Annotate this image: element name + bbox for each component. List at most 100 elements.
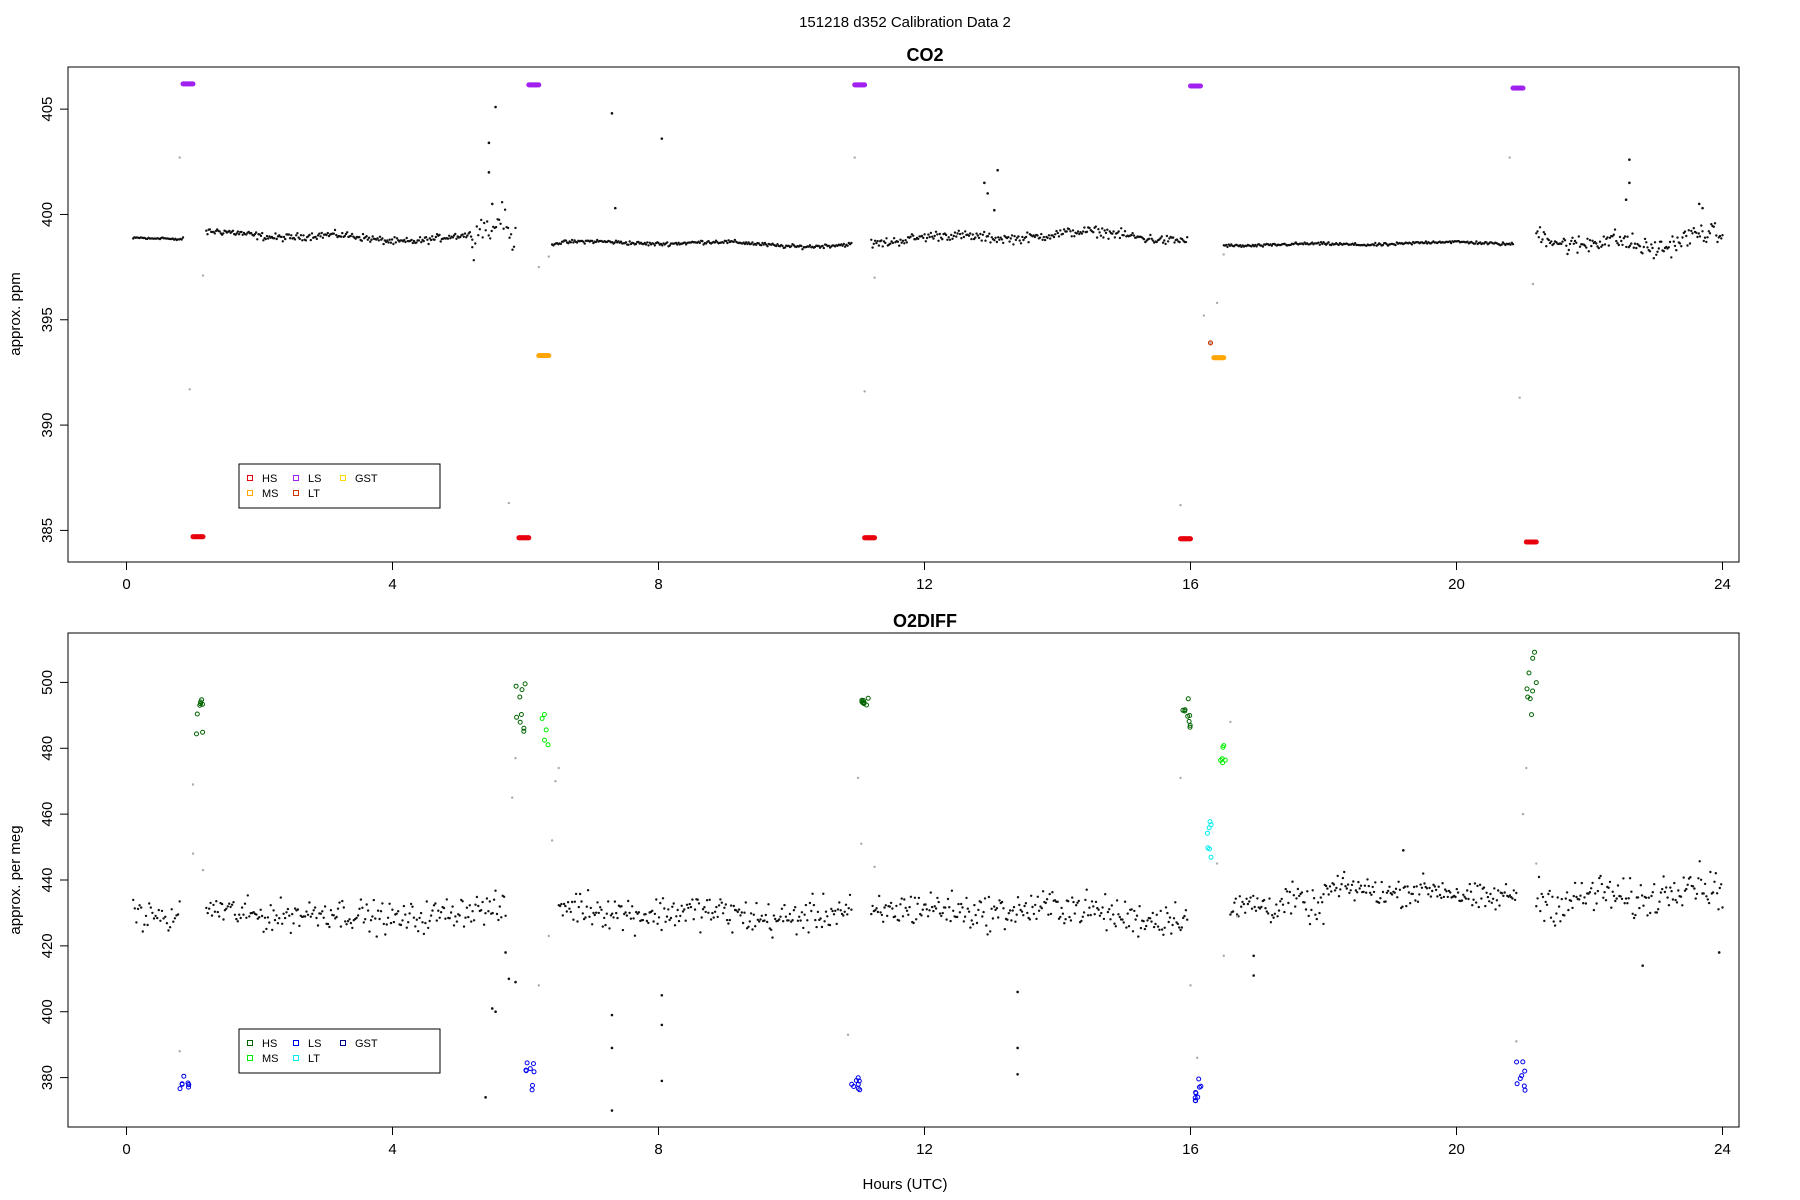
co2-data-points xyxy=(132,81,1724,545)
o2diff-ambient-point xyxy=(1018,903,1021,907)
o2diff-ambient-point xyxy=(135,921,138,924)
o2diff-ambient-point xyxy=(1663,890,1667,894)
o2diff-ambient-point xyxy=(1482,886,1486,889)
o2diff-ambient-point xyxy=(659,901,662,905)
o2diff-ambient-point xyxy=(1348,891,1351,895)
o2diff-ambient-point xyxy=(969,926,972,929)
co2-ambient-point xyxy=(755,243,758,246)
o2diff-ambient-point xyxy=(366,909,370,912)
co2-ambient-point xyxy=(1680,245,1683,248)
o2diff-ambient-point xyxy=(1284,887,1287,891)
o2diff-ambient-point xyxy=(1603,891,1606,894)
o2diff-ambient-point xyxy=(647,921,650,925)
co2-ambient-point xyxy=(1657,247,1661,250)
o2diff-transition-point xyxy=(1195,1056,1199,1060)
o2diff-ambient-point xyxy=(664,920,667,923)
o2diff-ambient-point xyxy=(1250,907,1254,910)
co2-ambient-point xyxy=(572,241,575,244)
o2diff-calibration-ls-point xyxy=(185,1080,191,1086)
o2diff-ambient-point xyxy=(635,910,638,914)
co2-ambient-point xyxy=(1596,245,1599,248)
o2diff-ambient-point xyxy=(871,904,874,908)
o2diff-ambient-point xyxy=(967,910,971,913)
o2diff-ambient-point xyxy=(685,903,689,906)
o2diff-ambient-point xyxy=(1281,903,1285,906)
co2-ambient-point xyxy=(986,235,990,238)
co2-ambient-point xyxy=(971,233,974,236)
co2-ambient-point xyxy=(429,238,433,242)
co2-ambient-point xyxy=(218,230,221,233)
o2diff-transition-point xyxy=(1235,915,1239,918)
co2-ambient-point xyxy=(1560,242,1563,246)
co2-ambient-point xyxy=(514,226,517,230)
o2diff-ambient-point xyxy=(751,928,754,931)
co2-ambient-point xyxy=(1701,230,1704,233)
co2-ambient-point xyxy=(1703,236,1707,239)
co2-ambient-point xyxy=(1590,244,1593,248)
co2-ambient-point xyxy=(180,238,183,241)
o2diff-ambient-point xyxy=(1627,897,1630,900)
o2diff-ambient-point xyxy=(1539,909,1542,913)
o2diff-ambient-point xyxy=(899,903,902,906)
o2diff-ambient-point xyxy=(1416,900,1420,903)
o2diff-ambient-point xyxy=(834,909,837,912)
o2diff-ambient-point xyxy=(1298,894,1301,898)
co2-ambient-point xyxy=(341,231,344,235)
o2diff-ambient-point xyxy=(660,928,663,932)
co2-ambient-point xyxy=(1575,241,1578,244)
co2-ambient-point xyxy=(284,237,287,241)
co2-ambient-point xyxy=(1715,234,1718,237)
o2diff-ambient-point xyxy=(1075,904,1078,907)
o2diff-ambient-point xyxy=(491,911,494,915)
co2-ambient-point xyxy=(760,244,763,247)
co2-ambient-point xyxy=(995,240,999,244)
o2diff-ambient-point xyxy=(1248,900,1251,903)
o2diff-ambient-point xyxy=(275,914,278,917)
o2diff-ambient-point xyxy=(381,902,384,905)
co2-ambient-point xyxy=(904,239,907,242)
co2-ambient-point xyxy=(724,239,728,243)
o2diff-ambient-point xyxy=(679,914,682,918)
o2diff-ambient-point xyxy=(323,905,327,908)
o2diff-ambient-point xyxy=(909,895,913,898)
co2-ambient-point xyxy=(502,227,505,230)
o2diff-ambient-point xyxy=(1705,895,1708,898)
co2-ambient-point xyxy=(1317,241,1320,244)
o2diff-ambient-point xyxy=(313,906,317,909)
co2-x-tick-label: 8 xyxy=(654,576,662,593)
o2diff-ambient-point xyxy=(1488,900,1491,903)
o2diff-ambient-point xyxy=(965,896,968,900)
co2-ambient-point xyxy=(349,234,352,238)
co2-ambient-point xyxy=(361,232,365,236)
o2diff-ambient-point xyxy=(1295,897,1298,900)
o2diff-ambient-point xyxy=(1326,887,1329,890)
co2-ambient-point xyxy=(1166,240,1170,243)
co2-transition-point xyxy=(547,255,550,258)
o2diff-ambient-point xyxy=(1411,892,1415,896)
co2-ambient-point xyxy=(1040,232,1043,236)
co2-ambient-point xyxy=(1255,245,1258,248)
o2diff-ambient-point xyxy=(1090,900,1094,903)
o2diff-ambient-point xyxy=(338,901,341,904)
co2-ambient-point xyxy=(1675,249,1678,252)
co2-ambient-point xyxy=(762,243,765,246)
o2diff-ambient-point xyxy=(235,917,238,921)
o2diff-ambient-point xyxy=(1242,902,1246,906)
o2diff-ambient-point xyxy=(1098,914,1102,917)
co2-ambient-point xyxy=(1046,236,1049,240)
o2diff-ambient-point xyxy=(1339,888,1342,891)
o2diff-calibration-ls-point xyxy=(1517,1076,1523,1081)
o2diff-ambient-point xyxy=(1455,887,1459,891)
co2-ambient-point xyxy=(1052,235,1056,239)
o2diff-ambient-point xyxy=(514,980,517,984)
o2diff-ambient-point xyxy=(1162,933,1165,936)
o2diff-ambient-point xyxy=(342,906,345,909)
co2-ambient-point xyxy=(461,233,464,236)
o2diff-y-tick-label: 480 xyxy=(39,736,56,761)
o2diff-ambient-point xyxy=(1366,878,1369,881)
co2-ambient-point xyxy=(1055,229,1058,233)
o2diff-ambient-point xyxy=(1702,892,1705,895)
o2diff-ambient-point xyxy=(699,931,702,934)
co2-ambient-point xyxy=(240,230,243,234)
o2diff-ambient-point xyxy=(1142,920,1145,923)
